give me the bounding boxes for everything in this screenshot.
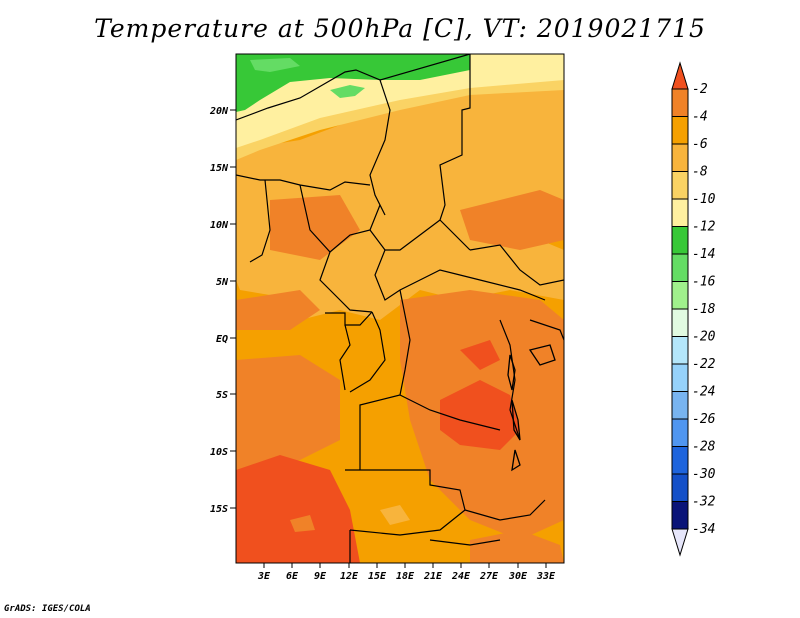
colorbar-swatch xyxy=(671,116,689,145)
lat-label-20n: 20N xyxy=(209,106,229,117)
country-borders xyxy=(236,54,564,563)
field-light-green-patch xyxy=(330,85,365,98)
field-spot-2 xyxy=(290,515,315,532)
lon-label-33e: 33E xyxy=(536,571,556,582)
colorbar-label: -6 xyxy=(692,137,708,152)
colorbar-swatch xyxy=(671,308,689,337)
map-frame xyxy=(235,53,565,564)
colorbar-swatch xyxy=(671,253,689,282)
map-title: Temperature at 500hPa [C], VT: 201902171… xyxy=(94,14,706,43)
lat-label-15s: 15S xyxy=(210,504,228,515)
colorbar-swatch xyxy=(671,171,689,200)
field-light-spot xyxy=(380,505,410,525)
colorbar-swatch xyxy=(671,336,689,365)
colorbar-bottom-arrow xyxy=(671,528,689,557)
colorbar-swatch xyxy=(671,473,689,502)
colorbar-swatch xyxy=(671,363,689,392)
grads-credit: GrADS: IGES/COLA xyxy=(4,604,91,614)
colorbar-label: -30 xyxy=(692,467,716,482)
lat-labels: 20N 15N 10N 5N EQ 5S 10S 15S xyxy=(209,106,229,515)
colorbar-swatch xyxy=(671,418,689,447)
lat-label-15n: 15N xyxy=(210,163,229,174)
colorbar-label: -8 xyxy=(692,165,708,180)
field-dark-orange-south xyxy=(470,530,564,563)
lat-label-5n: 5N xyxy=(216,277,229,288)
temperature-field xyxy=(236,54,564,563)
lat-label-eq: EQ xyxy=(216,334,228,345)
colorbar xyxy=(671,61,689,557)
lakes xyxy=(507,344,556,472)
lon-label-30e: 30E xyxy=(508,571,528,582)
lon-label-12e: 12E xyxy=(340,571,359,582)
colorbar-swatch xyxy=(671,198,689,227)
colorbar-label: -2 xyxy=(692,82,708,97)
field-red-orange-southwest xyxy=(236,455,360,563)
lon-label-6e: 6E xyxy=(286,571,299,582)
colorbar-label: -26 xyxy=(692,412,716,427)
colorbar-swatch xyxy=(671,88,689,117)
lon-label-18e: 18E xyxy=(396,571,415,582)
colorbar-swatch xyxy=(671,281,689,310)
lon-label-3e: 3E xyxy=(257,571,271,582)
field-dark-orange-nigeria xyxy=(270,195,360,260)
lon-label-24e: 24E xyxy=(451,571,471,582)
colorbar-label: -16 xyxy=(692,275,716,290)
lon-label-15e: 15E xyxy=(368,571,387,582)
field-dark-orange-sudan xyxy=(460,190,564,250)
field-light-orange-center xyxy=(300,240,564,320)
lat-label-10s: 10S xyxy=(210,447,228,458)
lon-label-9e: 9E xyxy=(314,571,327,582)
lon-label-27e: 27E xyxy=(479,571,499,582)
lon-label-21e: 21E xyxy=(423,571,443,582)
lat-label-10n: 10N xyxy=(210,220,229,231)
lon-ticks xyxy=(263,563,547,568)
lat-ticks xyxy=(230,109,236,509)
colorbar-label: -32 xyxy=(692,495,716,510)
colorbar-label: -20 xyxy=(692,330,716,345)
colorbar-swatch xyxy=(671,226,689,255)
colorbar-label: -34 xyxy=(692,522,715,537)
field-red-orange-patch xyxy=(460,340,500,370)
field-dark-orange-west xyxy=(236,290,320,330)
colorbar-swatch xyxy=(671,446,689,475)
field-dark-orange-sw xyxy=(236,355,340,470)
colorbar-top-arrow xyxy=(671,61,689,90)
field-light-green-north xyxy=(250,58,300,72)
field-red-orange-east xyxy=(440,380,520,450)
colorbar-label: -10 xyxy=(692,192,716,207)
colorbar-labels: -2 -4 -6 -8 -10 -12 -14 -16 -18 -20 -22 … xyxy=(692,82,716,537)
lon-labels: 3E 6E 9E 12E 15E 18E 21E 24E 27E 30E 33E xyxy=(257,571,556,582)
lat-label-5s: 5S xyxy=(216,390,228,401)
colorbar-label: -28 xyxy=(692,440,716,455)
colorbar-label: -14 xyxy=(692,247,715,262)
colorbar-label: -12 xyxy=(692,220,716,235)
colorbar-label: -22 xyxy=(692,357,716,372)
colorbar-swatch xyxy=(671,143,689,172)
colorbar-label: -18 xyxy=(692,302,716,317)
field-green xyxy=(236,54,470,112)
colorbar-swatch xyxy=(671,391,689,420)
colorbar-swatch xyxy=(671,501,689,530)
colorbar-label: -24 xyxy=(692,385,715,400)
colorbar-label: -4 xyxy=(692,110,708,125)
